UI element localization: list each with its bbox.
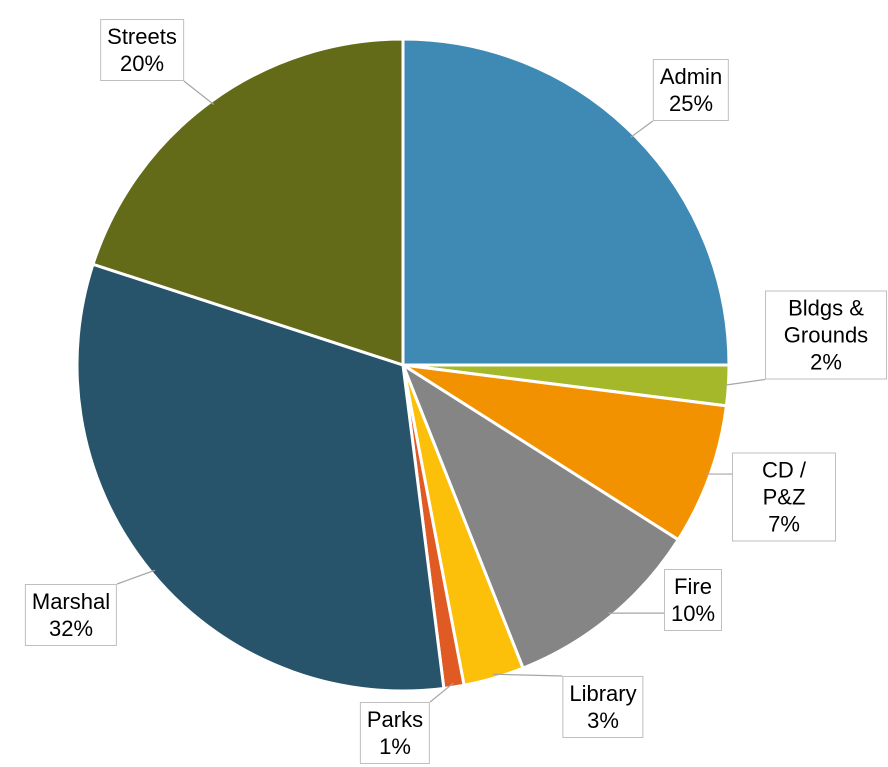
data-label: Admin 25% <box>652 59 730 121</box>
label-value: 3% <box>587 708 619 733</box>
label-name: Fire <box>674 574 712 599</box>
label-name: Marshal <box>31 589 111 614</box>
pie-slice <box>75 262 446 693</box>
leader-line <box>630 120 654 138</box>
data-label: Bldgs & Grounds 2% <box>765 290 887 380</box>
label-value: 25% <box>668 91 714 116</box>
label-value: 2% <box>810 349 842 375</box>
pie-slice <box>401 363 728 542</box>
data-label: Library 3% <box>562 676 644 738</box>
leader-line <box>724 378 766 386</box>
label-name: Streets <box>107 24 177 49</box>
label-name: Parks <box>366 707 424 732</box>
label-value: 32% <box>48 616 94 641</box>
data-label: Fire 10% <box>663 569 723 631</box>
label-value: 7% <box>768 511 800 537</box>
label-value: 1% <box>379 734 411 759</box>
label-value: 10% <box>670 601 716 626</box>
pie-slice <box>91 37 405 367</box>
label-name: Library <box>569 681 637 706</box>
label-name: Bldgs & Grounds <box>783 295 869 348</box>
label-name: Admin <box>659 64 723 89</box>
label-name: CD / P&Z <box>762 457 806 510</box>
data-label: Streets 20% <box>100 19 184 81</box>
data-label: CD / P&Z 7% <box>732 452 836 542</box>
leader-line <box>116 569 156 585</box>
label-value: 20% <box>119 51 165 76</box>
data-label: Parks 1% <box>359 702 431 764</box>
data-label: Marshal 32% <box>24 584 118 646</box>
leader-line <box>183 80 215 105</box>
pie-slice <box>401 363 680 670</box>
leader-line <box>492 673 563 677</box>
leader-line <box>429 682 454 703</box>
